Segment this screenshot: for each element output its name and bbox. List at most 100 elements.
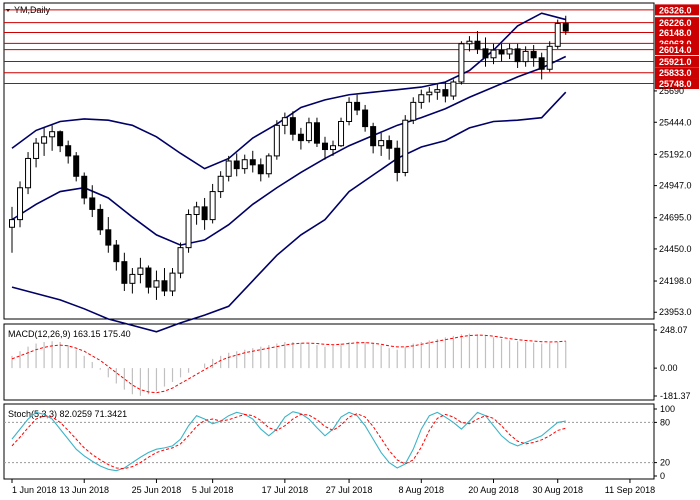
price-panel-frame: [3, 2, 655, 320]
x-tick-label: 1 Jun 2018: [12, 485, 57, 495]
candle-body: [233, 160, 240, 170]
candle-body: [209, 191, 216, 221]
x-tick-label: 27 Jul 2018: [326, 485, 373, 495]
stoch-label: Stoch(5,3,3) 82.0259 71.3421: [8, 409, 127, 419]
candle-body: [313, 122, 320, 144]
candle-body: [201, 206, 208, 221]
level-price-label: 26148.0: [659, 28, 692, 38]
candle-body: [410, 101, 417, 121]
level-price-tag: [655, 44, 699, 56]
candle-body: [354, 101, 361, 111]
candle-body: [458, 43, 465, 83]
x-tick-label: 8 Aug 2018: [399, 485, 445, 495]
price-tick-label: 25192.0: [659, 149, 692, 159]
candle-body: [17, 187, 24, 221]
candle-body: [81, 175, 88, 199]
level-price-label: 26014.0: [659, 45, 692, 55]
level-price-tag: [655, 27, 699, 39]
price-tick-label: 25690: [659, 86, 684, 96]
candle-body: [474, 40, 481, 50]
candle-body: [402, 119, 409, 173]
level-price-label: 26326.0: [659, 5, 692, 15]
stoch-tick-label: 20: [660, 458, 670, 468]
candle-body: [362, 109, 369, 128]
levels: [4, 9, 654, 85]
candle-body: [418, 94, 425, 103]
candle-body: [145, 267, 152, 288]
bollinger-lower: [11, 91, 567, 333]
candle-body: [538, 57, 545, 70]
candle-body: [482, 48, 489, 59]
candle-body: [434, 89, 441, 93]
stoch-tick-label: 80: [660, 417, 670, 427]
candle-body: [169, 272, 176, 292]
candle-body: [129, 273, 136, 284]
candle-body: [289, 117, 296, 135]
candle-body: [9, 219, 15, 228]
candle-body: [89, 197, 96, 210]
candle-body: [217, 175, 224, 193]
x-tick-label: 11 Sep 2018: [605, 485, 655, 495]
bollinger-upper: [11, 12, 566, 170]
candle-body: [73, 155, 80, 177]
macd-tick-label: 248.07: [660, 325, 688, 335]
macd-panel: 248.07 0.00 -181.37: [11, 325, 691, 401]
candle-body: [185, 214, 192, 249]
candle-body: [297, 133, 304, 142]
candle-body: [241, 159, 248, 170]
candle-body: [177, 247, 184, 274]
candle-body: [249, 159, 256, 166]
candle-body: [97, 208, 104, 231]
candle-body: [153, 280, 160, 288]
candle-body: [121, 261, 128, 284]
stoch-panel: 100 80 20 0: [4, 404, 675, 481]
candle-body: [137, 267, 144, 275]
candles: [9, 15, 569, 300]
macd-label: MACD(12,26,9) 163.15 175.40: [8, 329, 131, 339]
level-price-tag: [655, 17, 699, 29]
candle-body: [305, 122, 312, 142]
candle-body: [105, 229, 112, 246]
macd-tick-label: 0.00: [660, 363, 678, 373]
macd-tick-label: -181.37: [660, 391, 691, 401]
bollinger-bands: [11, 12, 567, 333]
candle-body: [426, 91, 433, 96]
candle-body: [498, 49, 505, 55]
price-tick-label: 24947.0: [659, 181, 692, 191]
x-axis: 1 Jun 2018 13 Jun 2018 25 Jun 2018 5 Jul 20…: [11, 479, 655, 495]
candle-body: [562, 22, 569, 32]
candle-body: [25, 157, 32, 189]
candle-body: [554, 22, 561, 47]
x-tick-label: 13 Jun 2018: [59, 485, 109, 495]
candle-body: [530, 50, 537, 59]
candle-body: [546, 45, 553, 70]
candle-body: [33, 142, 40, 159]
stoch-main-line: [11, 411, 566, 472]
candle-body: [338, 121, 345, 147]
level-price-label: 25921.0: [659, 57, 692, 67]
x-tick-label: 30 Aug 2018: [532, 485, 583, 495]
macd-signal-line: [11, 334, 566, 394]
candle-body: [57, 131, 64, 147]
candle-body: [514, 48, 521, 63]
x-tick-label: 20 Aug 2018: [468, 485, 519, 495]
candle-body: [41, 136, 48, 144]
candle-body: [321, 142, 328, 151]
price-tick-label: 24450.0: [659, 244, 692, 254]
price-tick-label: 24695.0: [659, 213, 692, 223]
candle-body: [490, 49, 497, 59]
candle-body: [466, 40, 473, 45]
candle-body: [442, 89, 449, 97]
level-price-tag: [655, 4, 699, 16]
candle-body: [273, 124, 280, 157]
candle-body: [522, 50, 529, 63]
level-price-tag: [655, 78, 699, 90]
macd-panel-frame: [3, 323, 655, 401]
level-price-tag: [655, 67, 699, 79]
candle-body: [193, 206, 200, 216]
stoch-tick-label: 0: [660, 471, 665, 481]
bollinger-middle: [11, 55, 567, 246]
